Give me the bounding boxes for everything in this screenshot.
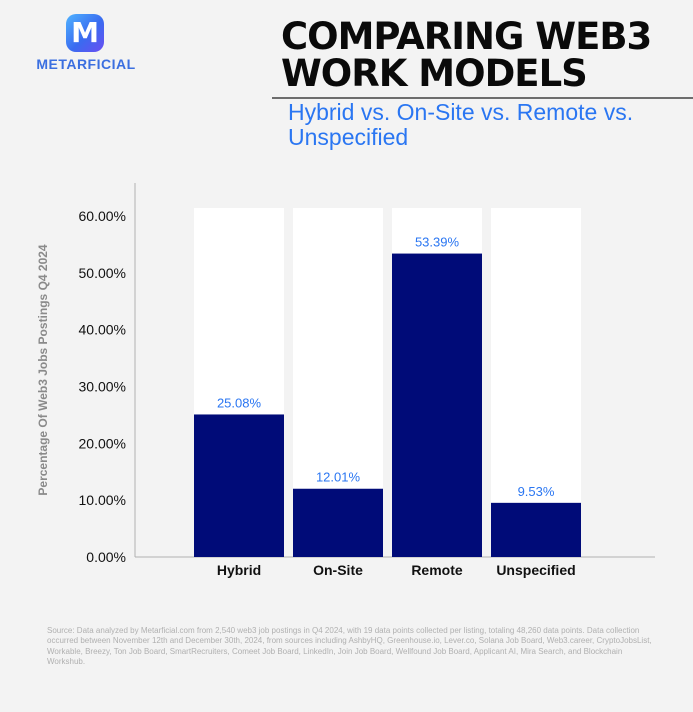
metarficial-logo-icon: M bbox=[66, 14, 104, 52]
y-tick-label: 10.00% bbox=[79, 492, 126, 508]
y-tick-label: 50.00% bbox=[79, 265, 126, 281]
bar-background bbox=[491, 208, 581, 557]
bar bbox=[194, 414, 284, 557]
source-footnote: Source: Data analyzed by Metarficial.com… bbox=[47, 626, 652, 666]
bar bbox=[392, 253, 482, 557]
brand-name: METARFICIAL bbox=[36, 56, 136, 72]
y-tick-label: 0.00% bbox=[86, 549, 126, 565]
x-tick-label: Remote bbox=[411, 562, 463, 578]
title-line-1: COMPARING WEB3 bbox=[281, 15, 652, 58]
chart-title: COMPARING WEB3 WORK MODELS bbox=[281, 15, 652, 95]
bar-value-label: 25.08% bbox=[217, 395, 262, 410]
x-tick-label: Hybrid bbox=[217, 562, 261, 578]
title-divider bbox=[272, 97, 693, 99]
logo-letter: M bbox=[71, 16, 99, 49]
bar-value-label: 53.39% bbox=[415, 235, 460, 250]
title-line-2: WORK MODELS bbox=[281, 52, 588, 95]
bar-value-label: 12.01% bbox=[316, 470, 361, 485]
y-tick-label: 30.00% bbox=[79, 379, 126, 395]
y-tick-label: 20.00% bbox=[79, 435, 126, 451]
y-tick-label: 60.00% bbox=[79, 208, 126, 224]
x-tick-label: On-Site bbox=[313, 562, 363, 578]
x-tick-label: Unspecified bbox=[496, 562, 575, 578]
y-tick-label: 40.00% bbox=[79, 322, 126, 338]
bar bbox=[293, 488, 383, 557]
bar bbox=[491, 502, 581, 557]
chart-subtitle: Hybrid vs. On-Site vs. Remote vs. Unspec… bbox=[288, 99, 634, 150]
bar-value-label: 9.53% bbox=[518, 484, 555, 499]
